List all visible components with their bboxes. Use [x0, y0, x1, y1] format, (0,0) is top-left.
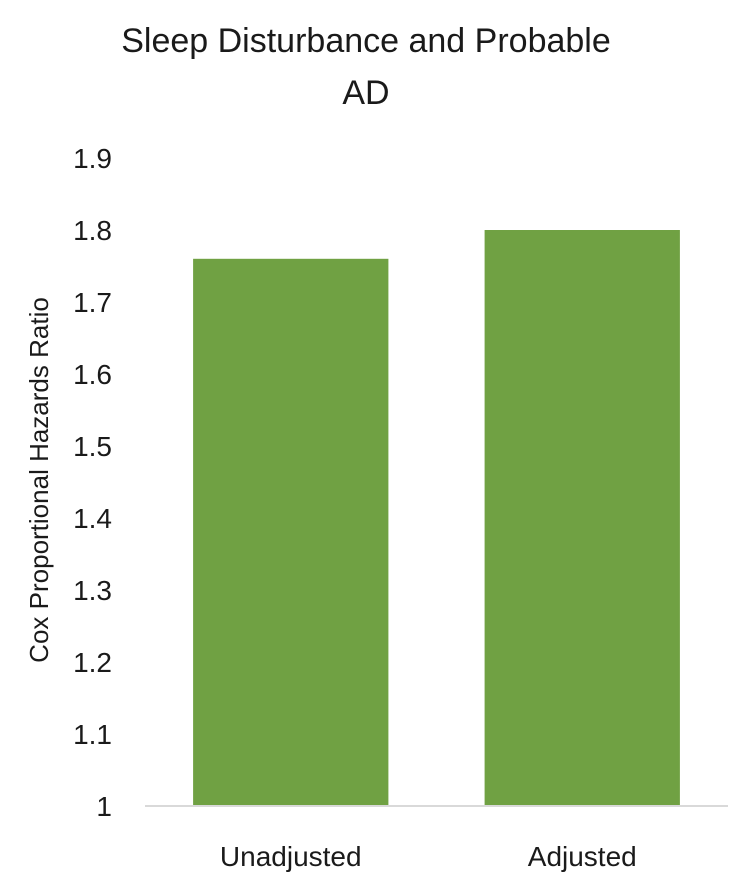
- y-axis-label: Cox Proportional Hazards Ratio: [24, 297, 54, 663]
- x-tick-label: Unadjusted: [220, 841, 362, 872]
- y-axis-ticks: 1 1.1 1.2 1.3 1.4 1.5 1.6 1.7 1.8 1.9: [73, 143, 112, 822]
- x-tick-label: Adjusted: [528, 841, 637, 872]
- bar-adjusted: [484, 230, 680, 806]
- chart-title: Sleep Disturbance and Probable AD: [121, 22, 611, 112]
- y-tick-label: 1.2: [73, 647, 112, 678]
- y-tick-label: 1.9: [73, 143, 112, 174]
- bar-unadjusted: [193, 258, 389, 806]
- y-tick-label: 1.3: [73, 575, 112, 606]
- chart-title-line-2: AD: [342, 74, 389, 112]
- y-tick-label: 1: [96, 791, 112, 822]
- y-tick-label: 1.4: [73, 503, 112, 534]
- y-tick-label: 1.5: [73, 431, 112, 462]
- y-tick-label: 1.6: [73, 359, 112, 390]
- x-axis-labels: Unadjusted Adjusted: [220, 841, 637, 872]
- y-tick-label: 1.1: [73, 719, 112, 750]
- bars: [193, 230, 680, 806]
- chart-title-line-1: Sleep Disturbance and Probable: [121, 22, 611, 60]
- y-tick-label: 1.8: [73, 215, 112, 246]
- y-tick-label: 1.7: [73, 287, 112, 318]
